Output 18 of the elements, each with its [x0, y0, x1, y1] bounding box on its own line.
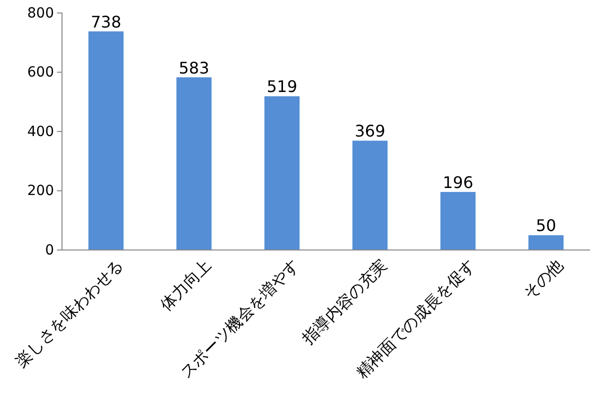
data-label: 196	[442, 172, 474, 192]
y-tick-label: 400	[27, 124, 54, 140]
data-label: 369	[354, 122, 386, 141]
bar	[352, 140, 388, 250]
bar	[88, 31, 124, 250]
y-tick-label: 600	[27, 64, 54, 81]
x-tick-label: その他	[519, 255, 567, 303]
bar	[176, 77, 212, 250]
data-label: 519	[266, 77, 298, 96]
y-tick-label: 200	[27, 183, 54, 200]
x-tick-label: 体力向上	[156, 255, 215, 314]
data-label: 583	[178, 58, 210, 78]
data-label: 738	[90, 12, 122, 32]
bar	[264, 96, 300, 250]
data-label: 50	[536, 216, 556, 236]
y-tick-label: 800	[27, 5, 54, 22]
bar	[528, 235, 564, 250]
bar	[440, 192, 476, 250]
